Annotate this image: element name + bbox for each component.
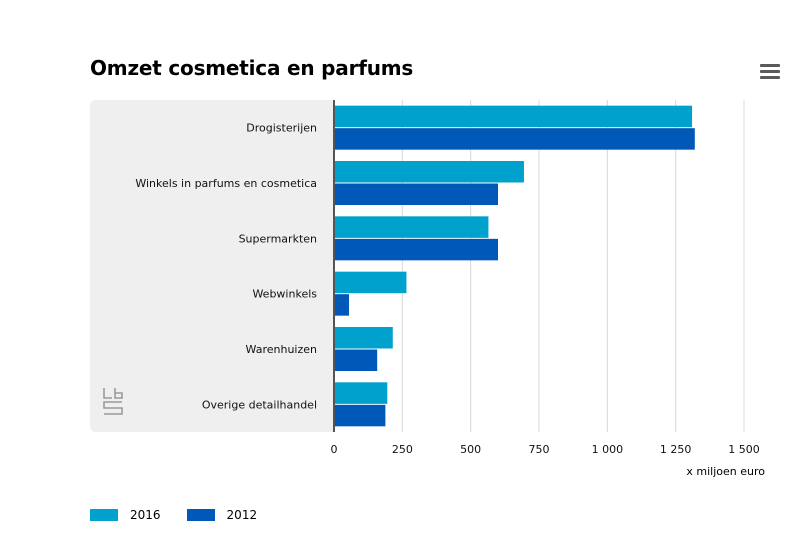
legend: 2016 2012: [90, 508, 257, 522]
legend-swatch-2012: [186, 509, 215, 521]
category-label: Warenhuizen: [246, 343, 317, 356]
bar-2016-5[interactable]: [334, 382, 388, 404]
legend-label-2012: 2012: [226, 508, 258, 522]
chart-title: Omzet cosmetica en parfums: [90, 56, 414, 80]
bar-2012-3[interactable]: [334, 294, 350, 316]
x-tick-label: 1 500: [728, 443, 760, 456]
category-label: Webwinkels: [252, 288, 317, 301]
bar-2016-4[interactable]: [334, 327, 393, 349]
x-tick-labels: 0 250 500 750 1 000 1 250 1 500: [331, 443, 760, 456]
bar-2016-3[interactable]: [334, 271, 407, 294]
bar-2012-1[interactable]: [334, 183, 498, 206]
bar-2016-1[interactable]: [334, 161, 524, 183]
x-tick-label: 500: [460, 443, 481, 456]
legend-label-2016: 2016: [130, 508, 161, 522]
menu-icon[interactable]: [760, 64, 780, 82]
x-axis-label: x miljoen euro: [686, 465, 765, 478]
category-label: Winkels in parfums en cosmetica: [135, 177, 317, 190]
x-tick-label: 250: [392, 443, 413, 456]
bar-2016-0[interactable]: [334, 105, 693, 128]
legend-item-2012[interactable]: 2012: [186, 508, 258, 522]
category-labels: Drogisterijen Winkels in parfums en cosme…: [135, 122, 317, 412]
category-label: Supermarkten: [239, 232, 317, 245]
bars: [334, 105, 695, 427]
bar-2012-4[interactable]: [334, 349, 378, 372]
legend-swatch-2016: [90, 509, 118, 521]
category-label: Overige detailhandel: [202, 398, 317, 411]
bar-2012-2[interactable]: [334, 238, 498, 261]
legend-item-2016[interactable]: 2016: [90, 508, 161, 522]
bar-2012-5[interactable]: [334, 404, 386, 427]
cbs-logo-icon: [103, 388, 123, 415]
x-tick-label: 1 250: [660, 443, 692, 456]
category-label: Drogisterijen: [246, 122, 317, 135]
bar-2012-0[interactable]: [334, 128, 695, 150]
x-tick-label: 1 000: [592, 443, 624, 456]
bar-2016-2[interactable]: [334, 216, 489, 238]
x-tick-label: 0: [331, 443, 338, 456]
x-tick-label: 750: [529, 443, 550, 456]
grid-lines: [401, 100, 745, 432]
category-label-panel: [90, 100, 333, 432]
